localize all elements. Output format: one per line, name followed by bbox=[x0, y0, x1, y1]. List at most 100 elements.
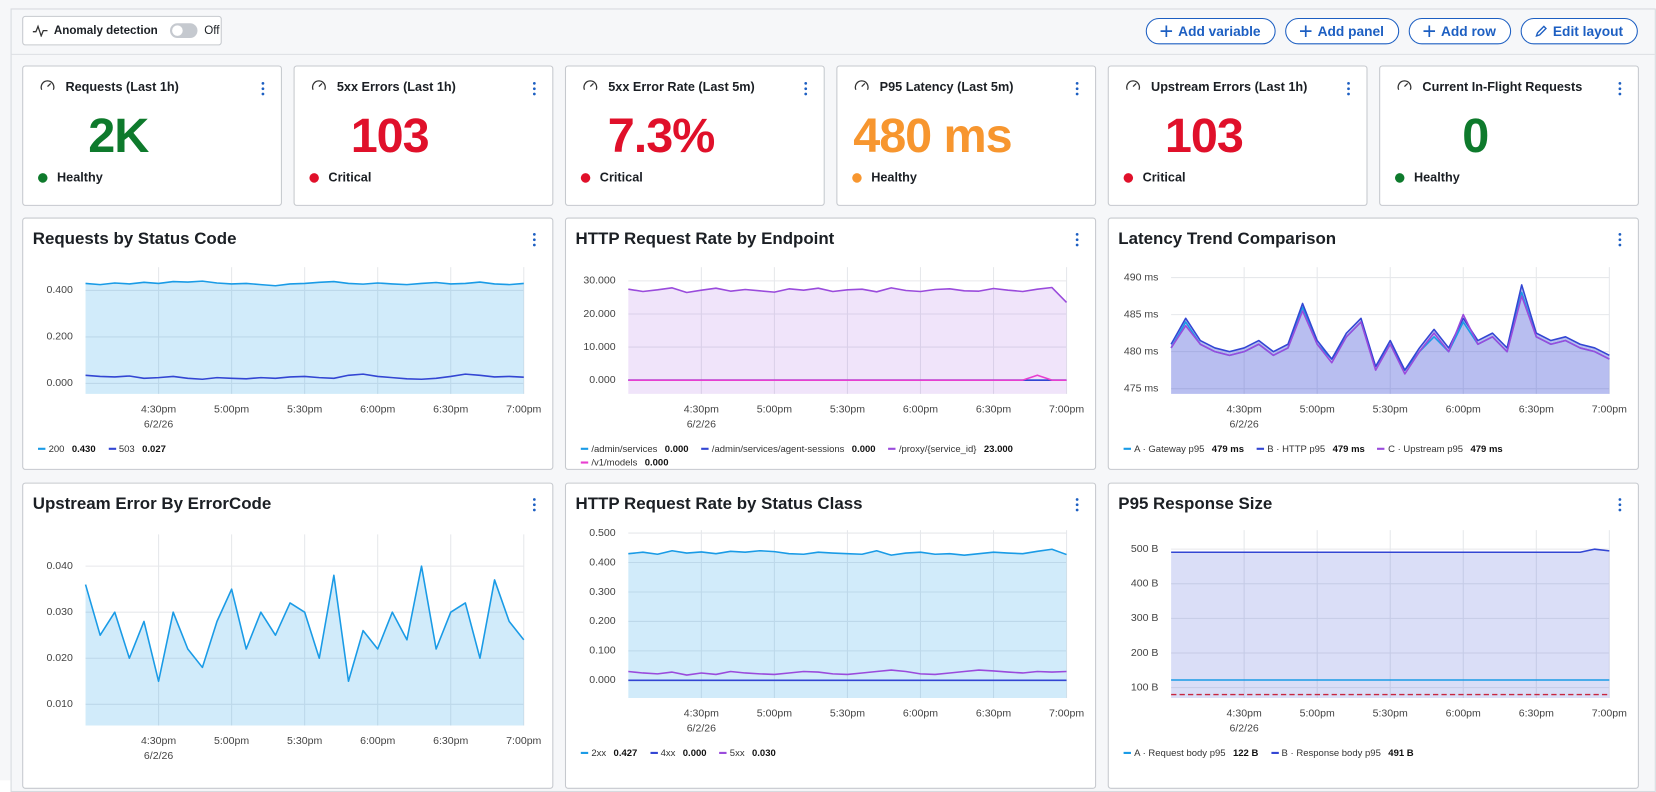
series-line bbox=[628, 286, 1068, 303]
legend-value: 0.427 bbox=[613, 747, 638, 759]
anomaly-detection: Anomaly detection Off bbox=[22, 15, 222, 46]
y-tick-label: 0.040 bbox=[46, 560, 73, 572]
menu-button[interactable] bbox=[1617, 497, 1623, 512]
toolbar-button[interactable]: Add variable bbox=[1145, 17, 1276, 45]
menu-dot bbox=[532, 498, 536, 501]
stat-status: Healthy bbox=[1413, 170, 1460, 185]
menu-button[interactable] bbox=[1074, 232, 1080, 247]
legend-item[interactable]: C · Upstream p95 479 ms bbox=[1377, 444, 1503, 454]
toolbar-separator bbox=[10, 53, 1655, 55]
stat-card: P95 Latency (Last 5m) 480 ms Healthy bbox=[836, 65, 1097, 206]
legend-name: B · HTTP p95 bbox=[1267, 443, 1326, 455]
gauge-icon bbox=[854, 80, 869, 91]
legend-item[interactable]: 503 0.027 bbox=[108, 444, 166, 454]
x-tick-label: 7:00pm bbox=[506, 735, 541, 747]
menu-button[interactable] bbox=[531, 81, 537, 96]
status-dot bbox=[580, 173, 591, 183]
legend-item[interactable]: B · HTTP p95 479 ms bbox=[1256, 443, 1365, 455]
legend-item[interactable]: /admin/services/agent-sessions 0.000 bbox=[701, 444, 876, 454]
y-tick-label: 475 ms bbox=[1124, 382, 1159, 394]
stat-status: Healthy bbox=[57, 170, 103, 185]
stat-value: 103 bbox=[1164, 107, 1244, 163]
y-tick-label: 480 ms bbox=[1124, 345, 1159, 357]
chart-panel: 0.000 0.200 0.400 4:30pm 6/2/26 5:00pm 5:30pm 6… bbox=[22, 217, 554, 470]
legend-name: 200 bbox=[48, 443, 65, 455]
menu-dot bbox=[1075, 92, 1079, 96]
legend: A · Request body p95 122 B B · Response bo… bbox=[1123, 747, 1613, 759]
legend-item[interactable]: 2xx 0.427 bbox=[580, 747, 638, 759]
toolbar-button[interactable]: Edit layout bbox=[1520, 17, 1638, 45]
x-date-label: 6/2/26 bbox=[687, 418, 716, 430]
toolbar-button[interactable]: Add panel bbox=[1284, 17, 1399, 45]
y-tick-label: 0.400 bbox=[46, 284, 73, 296]
x-date-label: 6/2/26 bbox=[144, 418, 173, 430]
legend-swatch bbox=[108, 447, 116, 450]
legend: /admin/services 0.000/admin/services/agen… bbox=[580, 444, 1070, 468]
legend-item[interactable]: B · Response body p95 491 B bbox=[1270, 747, 1414, 759]
legend-item[interactable]: /proxy/{service_id} 23.000 bbox=[888, 444, 1013, 454]
legend-item[interactable]: /admin/services 0.000 bbox=[580, 444, 689, 454]
menu-button[interactable] bbox=[1617, 81, 1623, 96]
legend-item[interactable]: A · Gateway p95 479 ms bbox=[1123, 444, 1244, 454]
stat-value: 480 ms bbox=[853, 107, 1012, 163]
x-tick-label: 6:30pm bbox=[976, 708, 1011, 720]
x-date-label: 6/2/26 bbox=[1229, 418, 1258, 430]
button-label: Add panel bbox=[1317, 23, 1384, 40]
legend-swatch bbox=[580, 751, 589, 754]
legend-value: 491 B bbox=[1388, 747, 1414, 759]
x-tick-label: 4:30pm bbox=[684, 708, 719, 720]
chart: 100 B 200 B 300 B 400 B 500 B 4:30pm 6/2/26 5:0… bbox=[1131, 530, 1627, 734]
legend-swatch bbox=[719, 751, 727, 754]
y-tick-label: 0.100 bbox=[589, 645, 616, 657]
menu-dot bbox=[804, 87, 808, 91]
x-tick-label: 4:30pm bbox=[1227, 404, 1262, 416]
menu-button[interactable] bbox=[1617, 232, 1623, 247]
chart-panel: 0.000 10.000 20.000 30.000 4:30pm 6/2/26 5:00p… bbox=[564, 217, 1097, 470]
menu-button[interactable] bbox=[531, 497, 537, 512]
menu-button[interactable] bbox=[1074, 497, 1080, 512]
legend-item[interactable]: 4xx 0.000 bbox=[650, 748, 707, 758]
legend-swatch bbox=[1123, 447, 1131, 450]
series-line bbox=[84, 565, 525, 683]
menu-dot bbox=[532, 238, 536, 242]
stat-value: 2K bbox=[88, 107, 149, 163]
series-area bbox=[1171, 549, 1610, 699]
x-tick-label: 6:30pm bbox=[433, 404, 468, 416]
menu-dot bbox=[1075, 238, 1079, 242]
x-tick-label: 5:00pm bbox=[214, 404, 249, 416]
toggle-switch[interactable] bbox=[170, 23, 198, 39]
menu-button[interactable] bbox=[803, 81, 809, 96]
menu-dot bbox=[1618, 92, 1622, 96]
button-icon bbox=[1423, 25, 1435, 37]
menu-button[interactable] bbox=[531, 232, 537, 247]
x-tick-label: 5:00pm bbox=[214, 735, 249, 747]
stat-card: Requests (Last 1h) 2K Healthy bbox=[22, 65, 282, 206]
gauge-arc bbox=[854, 80, 869, 91]
legend-item[interactable]: 200 0.430 bbox=[38, 443, 96, 455]
gauge-needle bbox=[47, 82, 52, 88]
y-tick-label: 0.200 bbox=[589, 615, 616, 627]
status-dot bbox=[309, 173, 319, 183]
toolbar-buttons: Add variable Add panel Add row Edit layout bbox=[1145, 17, 1638, 45]
legend-item[interactable]: /v1/models 0.000 bbox=[580, 457, 669, 468]
y-tick-label: 0.500 bbox=[589, 527, 616, 539]
button-icon bbox=[1160, 25, 1172, 37]
legend-swatch bbox=[1256, 447, 1265, 450]
pulse-icon bbox=[32, 24, 48, 37]
x-tick-label: 4:30pm bbox=[684, 404, 719, 416]
series-area bbox=[1171, 284, 1610, 394]
x-tick-label: 4:30pm bbox=[141, 735, 176, 747]
menu-button[interactable] bbox=[1345, 81, 1351, 96]
legend-item[interactable]: 5xx 0.030 bbox=[719, 748, 776, 758]
menu-dot bbox=[1618, 87, 1622, 91]
stat-title: Upstream Errors (Last 1h) bbox=[1151, 79, 1308, 94]
menu-button[interactable] bbox=[260, 81, 266, 96]
x-tick-label: 5:30pm bbox=[287, 735, 322, 747]
panel-title: P95 Response Size bbox=[1118, 495, 1273, 514]
y-tick-label: 490 ms bbox=[1124, 271, 1159, 283]
legend-item[interactable]: A · Request body p95 122 B bbox=[1123, 748, 1258, 758]
menu-button[interactable] bbox=[1074, 81, 1080, 96]
chart: 0.000 0.100 0.200 0.300 0.400 0.500 4:30pm 6/2/… bbox=[589, 527, 1084, 735]
toolbar-button[interactable]: Add row bbox=[1408, 17, 1511, 45]
